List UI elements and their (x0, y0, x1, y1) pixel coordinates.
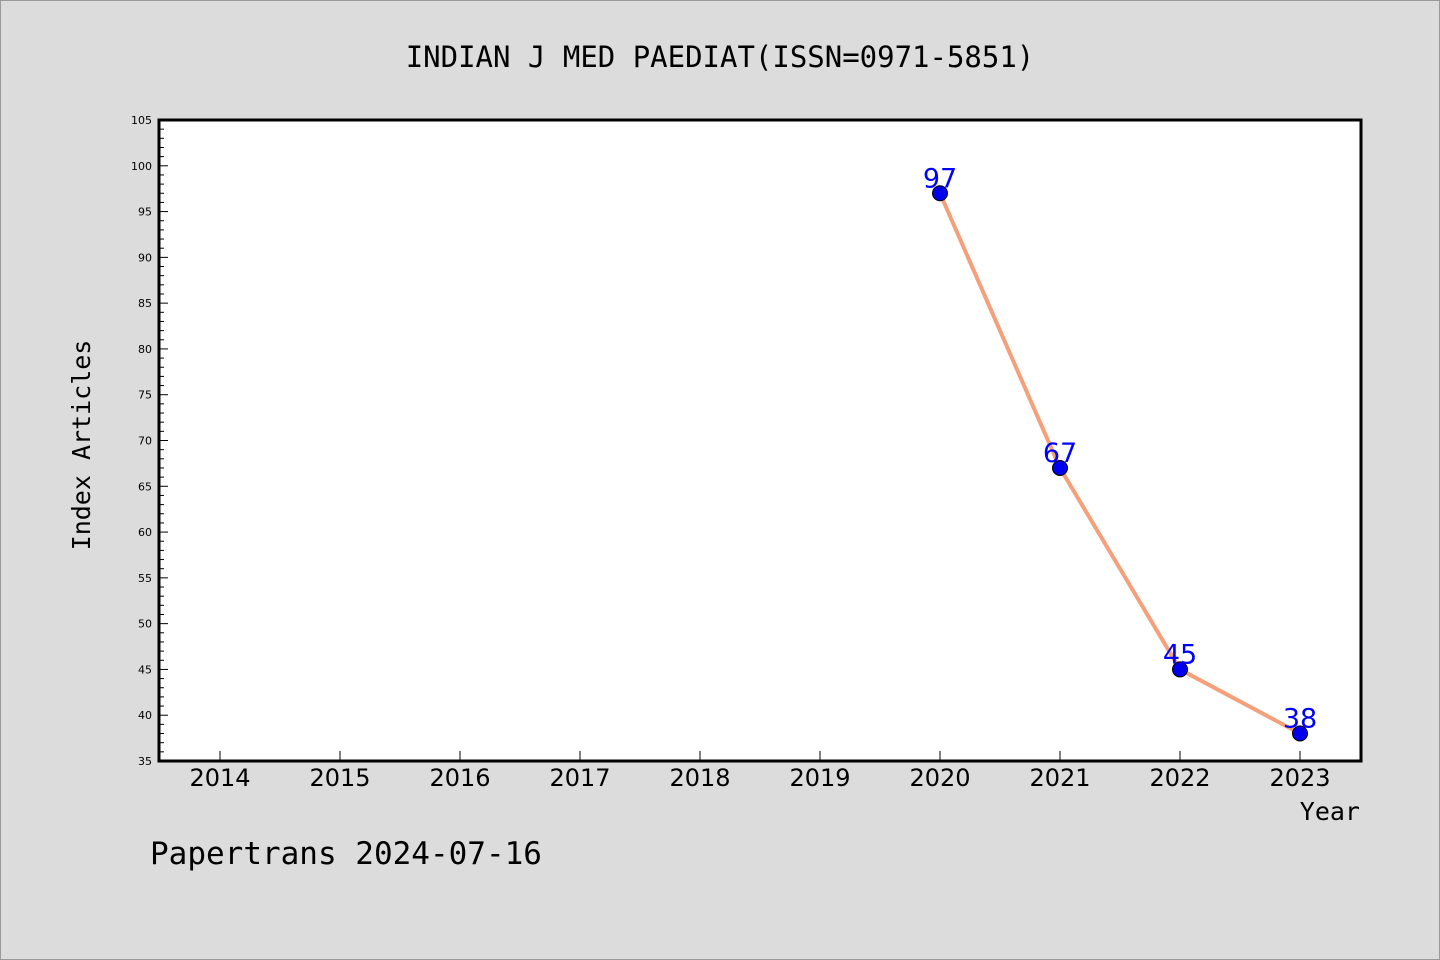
data-label: 45 (1163, 639, 1197, 670)
data-point (1172, 661, 1188, 678)
y-axis-label: Index Articles (67, 340, 96, 551)
series-line (938, 191, 1302, 736)
y-tick-label: 75 (138, 389, 152, 402)
y-tick-label: 80 (138, 343, 152, 356)
x-tick-label: 2014 (189, 764, 250, 792)
x-axis: 2014 2015 2016 2017 2018 2019 2020 2021 2022 2023 (189, 751, 1331, 792)
y-tick-label: 35 (138, 755, 152, 768)
y-tick-label: 50 (138, 618, 152, 631)
x-tick-label: 2019 (789, 764, 850, 792)
y-tick-label: 85 (138, 297, 152, 310)
data-point (1292, 725, 1308, 742)
y-tick-label: 55 (138, 572, 152, 585)
data-point (1052, 459, 1068, 476)
x-tick-label: 2021 (1029, 764, 1090, 792)
data-label: 97 (923, 163, 957, 194)
chart-title: INDIAN J MED PAEDIAT(ISSN=0971-5851) (406, 40, 1035, 74)
y-tick-label: 105 (131, 114, 152, 127)
footer-credit: Papertrans 2024-07-16 (150, 836, 542, 872)
y-tick-label: 90 (138, 251, 152, 264)
x-tick-label: 2016 (429, 764, 490, 792)
x-tick-label: 2018 (669, 764, 730, 792)
plot-area (157, 118, 1363, 763)
y-tick-label: 40 (138, 709, 152, 722)
y-tick-label: 60 (138, 526, 152, 539)
x-axis-label: Year (1300, 797, 1360, 826)
x-tick-label: 2020 (909, 764, 970, 792)
y-axis: 35 40 45 50 55 60 65 70 75 80 85 90 95 100 105 (131, 114, 168, 768)
y-tick-label: 45 (138, 663, 152, 676)
y-tick-label: 65 (138, 480, 152, 493)
series-layer: 97 67 45 38 (923, 163, 1317, 742)
y-tick-label: 100 (131, 160, 152, 173)
x-tick-label: 2023 (1269, 764, 1330, 792)
x-tick-label: 2022 (1149, 764, 1210, 792)
x-tick-label: 2017 (549, 764, 610, 792)
y-tick-label: 95 (138, 206, 152, 219)
x-tick-label: 2015 (309, 764, 370, 792)
data-label: 38 (1283, 704, 1317, 735)
data-point (932, 185, 948, 202)
data-label: 67 (1043, 438, 1077, 469)
y-tick-label: 70 (138, 435, 152, 448)
